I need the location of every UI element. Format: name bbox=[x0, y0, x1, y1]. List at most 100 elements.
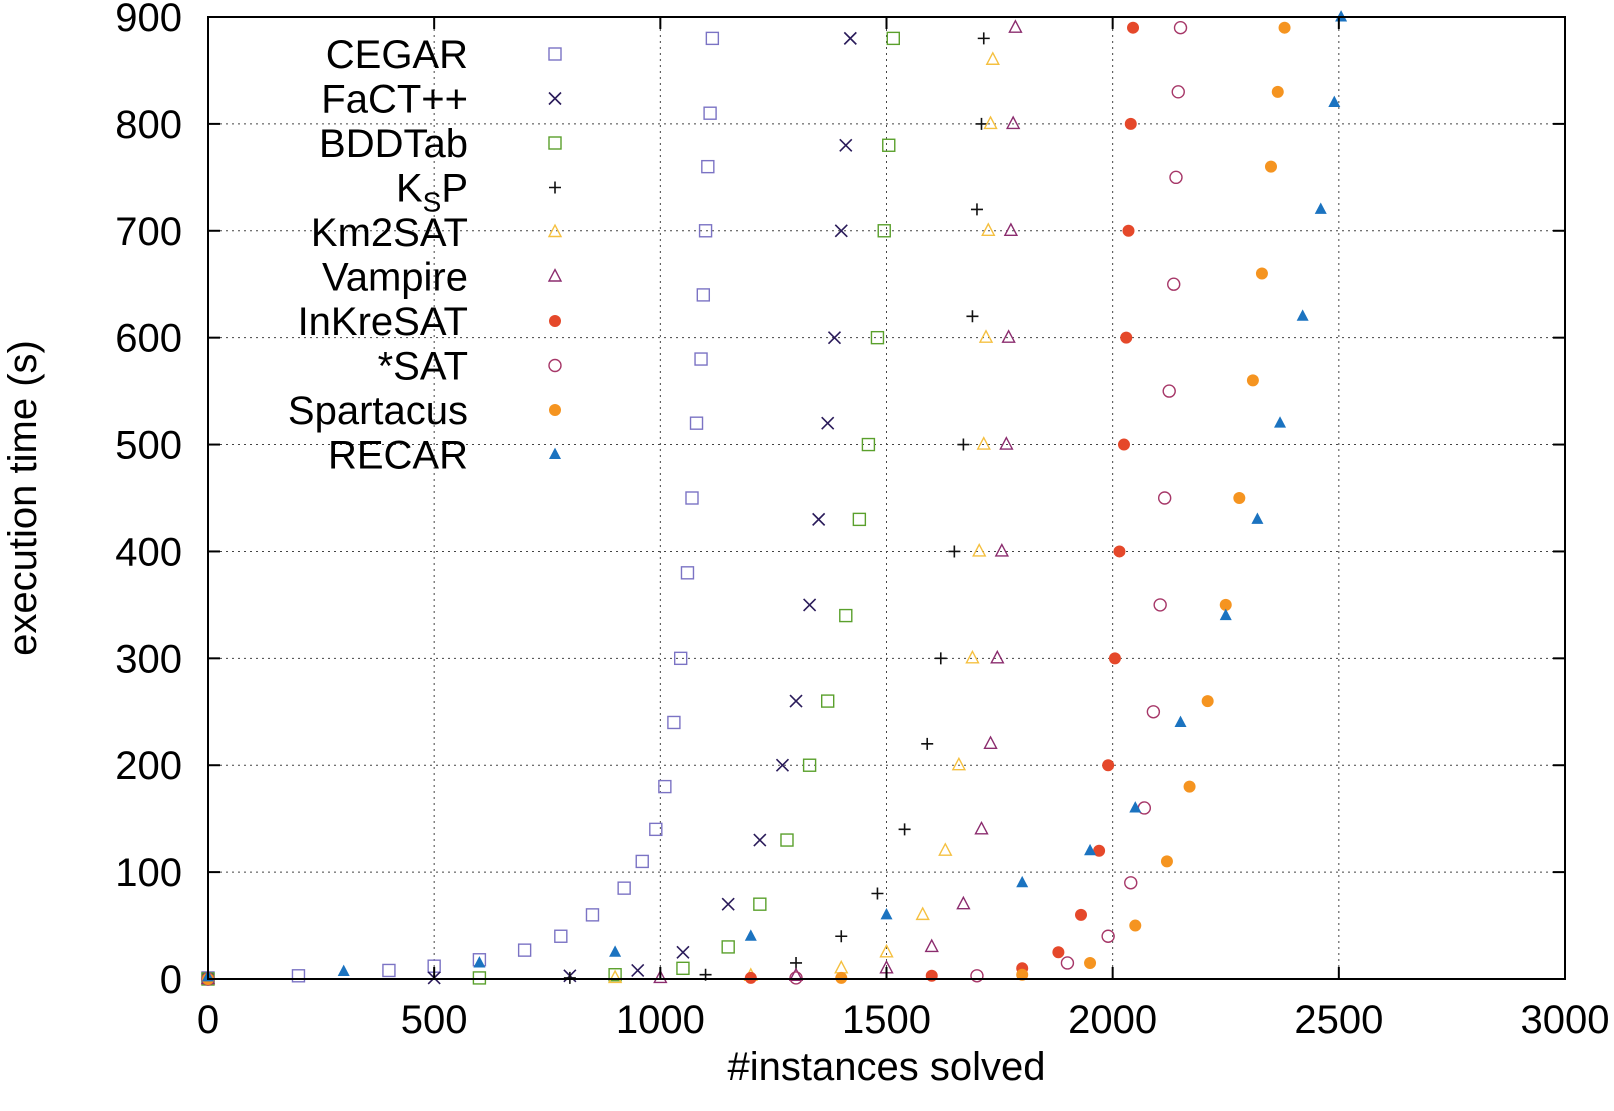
point-2-11 bbox=[861, 437, 876, 452]
y-tick-label-1: 100 bbox=[115, 851, 182, 895]
point-3-11 bbox=[966, 310, 979, 323]
legend-marker-2 bbox=[548, 136, 562, 150]
point-0-9 bbox=[635, 854, 649, 869]
y-axis-title: execution time (s) bbox=[1, 340, 45, 656]
point-5-8 bbox=[990, 649, 1005, 664]
legend-marker-9 bbox=[549, 447, 561, 459]
point-3-10 bbox=[957, 438, 970, 451]
y-tick-label-3: 300 bbox=[115, 637, 182, 681]
y-tick-label-0: 0 bbox=[160, 958, 182, 1002]
point-9-3 bbox=[609, 945, 622, 957]
point-1-6 bbox=[753, 833, 767, 847]
point-6-6 bbox=[1093, 844, 1106, 857]
point-0-1 bbox=[291, 969, 306, 983]
point-8-10 bbox=[1246, 374, 1259, 387]
y-tick-label-8: 800 bbox=[115, 103, 182, 147]
point-9-6 bbox=[1016, 875, 1029, 888]
point-1-13 bbox=[834, 224, 848, 238]
point-4-1 bbox=[607, 969, 623, 984]
ticks: 0 500 1000 1500 2000 2500 3000 0 100 200 300 400 500… bbox=[115, 0, 1609, 1042]
grid bbox=[208, 17, 1565, 979]
x-tick-label-5: 2500 bbox=[1294, 998, 1383, 1042]
legend: CEGARFaCT++BDDTabKSPKm2SATVampireInKreSA… bbox=[288, 33, 563, 478]
legend-label-main-5: Vampire bbox=[322, 256, 468, 300]
legend-label-main-2: BDDTab bbox=[319, 122, 468, 166]
point-8-1 bbox=[835, 971, 848, 984]
x-tick-label-4: 2000 bbox=[1068, 998, 1157, 1042]
point-6-11 bbox=[1120, 331, 1133, 344]
point-6-9 bbox=[1113, 545, 1126, 558]
point-1-8 bbox=[789, 694, 803, 708]
legend-label-5: Vampire bbox=[322, 256, 468, 300]
point-7-5 bbox=[1124, 876, 1138, 890]
legend-label-main-0: CEGAR bbox=[326, 33, 468, 77]
point-8-4 bbox=[1129, 919, 1142, 932]
point-9-2 bbox=[473, 956, 486, 968]
point-7-4 bbox=[1101, 929, 1115, 943]
y-tick-label-6: 600 bbox=[115, 317, 182, 361]
point-0-2 bbox=[382, 963, 396, 978]
point-5-1 bbox=[653, 969, 668, 984]
point-7-12 bbox=[1169, 170, 1183, 185]
point-4-9 bbox=[972, 543, 987, 557]
legend-marker-8 bbox=[549, 404, 561, 416]
point-3-5 bbox=[871, 887, 884, 900]
point-4-11 bbox=[978, 329, 994, 343]
legend-label-main-4: Km2SAT bbox=[311, 211, 468, 255]
point-1-14 bbox=[839, 138, 853, 152]
point-5-12 bbox=[1003, 222, 1019, 236]
point-8-7 bbox=[1201, 695, 1214, 708]
point-9-1 bbox=[337, 964, 350, 977]
point-4-5 bbox=[915, 906, 930, 921]
point-8-9 bbox=[1233, 492, 1246, 504]
point-4-14 bbox=[985, 51, 1000, 65]
point-0-6 bbox=[554, 929, 568, 943]
point-8-13 bbox=[1271, 85, 1284, 98]
legend-label-9: RECAR bbox=[328, 434, 468, 478]
point-0-21 bbox=[703, 106, 717, 120]
point-5-9 bbox=[994, 543, 1009, 557]
point-0-22 bbox=[705, 31, 720, 46]
point-5-5 bbox=[956, 895, 971, 910]
point-0-7 bbox=[585, 908, 600, 922]
point-1-3 bbox=[631, 963, 645, 978]
point-2-5 bbox=[753, 897, 767, 911]
point-7-11 bbox=[1167, 277, 1181, 291]
point-1-12 bbox=[827, 331, 842, 345]
point-7-13 bbox=[1171, 85, 1185, 99]
point-0-13 bbox=[673, 651, 688, 666]
point-6-12 bbox=[1122, 224, 1135, 237]
legend-label-1: FaCT++ bbox=[321, 78, 468, 122]
point-5-2 bbox=[788, 967, 804, 981]
legend-label-6: InKreSAT bbox=[298, 300, 468, 344]
x-axis-title: #instances solved bbox=[728, 1045, 1046, 1089]
point-3-7 bbox=[921, 737, 934, 750]
point-6-8 bbox=[1108, 652, 1121, 665]
point-4-8 bbox=[965, 649, 980, 664]
point-8-5 bbox=[1160, 855, 1173, 868]
point-0-10 bbox=[649, 822, 663, 837]
legend-marker-3 bbox=[549, 181, 561, 194]
legend-label-main-6: InKreSAT bbox=[298, 300, 468, 344]
point-2-2 bbox=[608, 968, 622, 982]
legend-label-8: Spartacus bbox=[288, 389, 468, 433]
point-9-14 bbox=[1314, 202, 1327, 214]
point-2-4 bbox=[721, 940, 735, 954]
x-tick-label-6: 3000 bbox=[1521, 998, 1610, 1042]
point-0-17 bbox=[694, 352, 708, 366]
point-8-8 bbox=[1219, 598, 1232, 611]
point-2-7 bbox=[802, 758, 817, 772]
point-6-10 bbox=[1117, 438, 1130, 451]
point-5-10 bbox=[999, 436, 1014, 450]
y-tick-label-9: 900 bbox=[115, 0, 182, 40]
point-0-16 bbox=[689, 416, 704, 430]
point-2-12 bbox=[870, 330, 885, 345]
point-3-3 bbox=[790, 956, 803, 969]
legend-label-0: CEGAR bbox=[326, 33, 468, 77]
point-9-13 bbox=[1296, 309, 1309, 321]
point-5-14 bbox=[1008, 19, 1023, 33]
point-4-4 bbox=[879, 943, 894, 958]
point-7-2 bbox=[970, 969, 984, 983]
point-0-11 bbox=[658, 779, 672, 794]
point-2-3 bbox=[676, 961, 690, 976]
